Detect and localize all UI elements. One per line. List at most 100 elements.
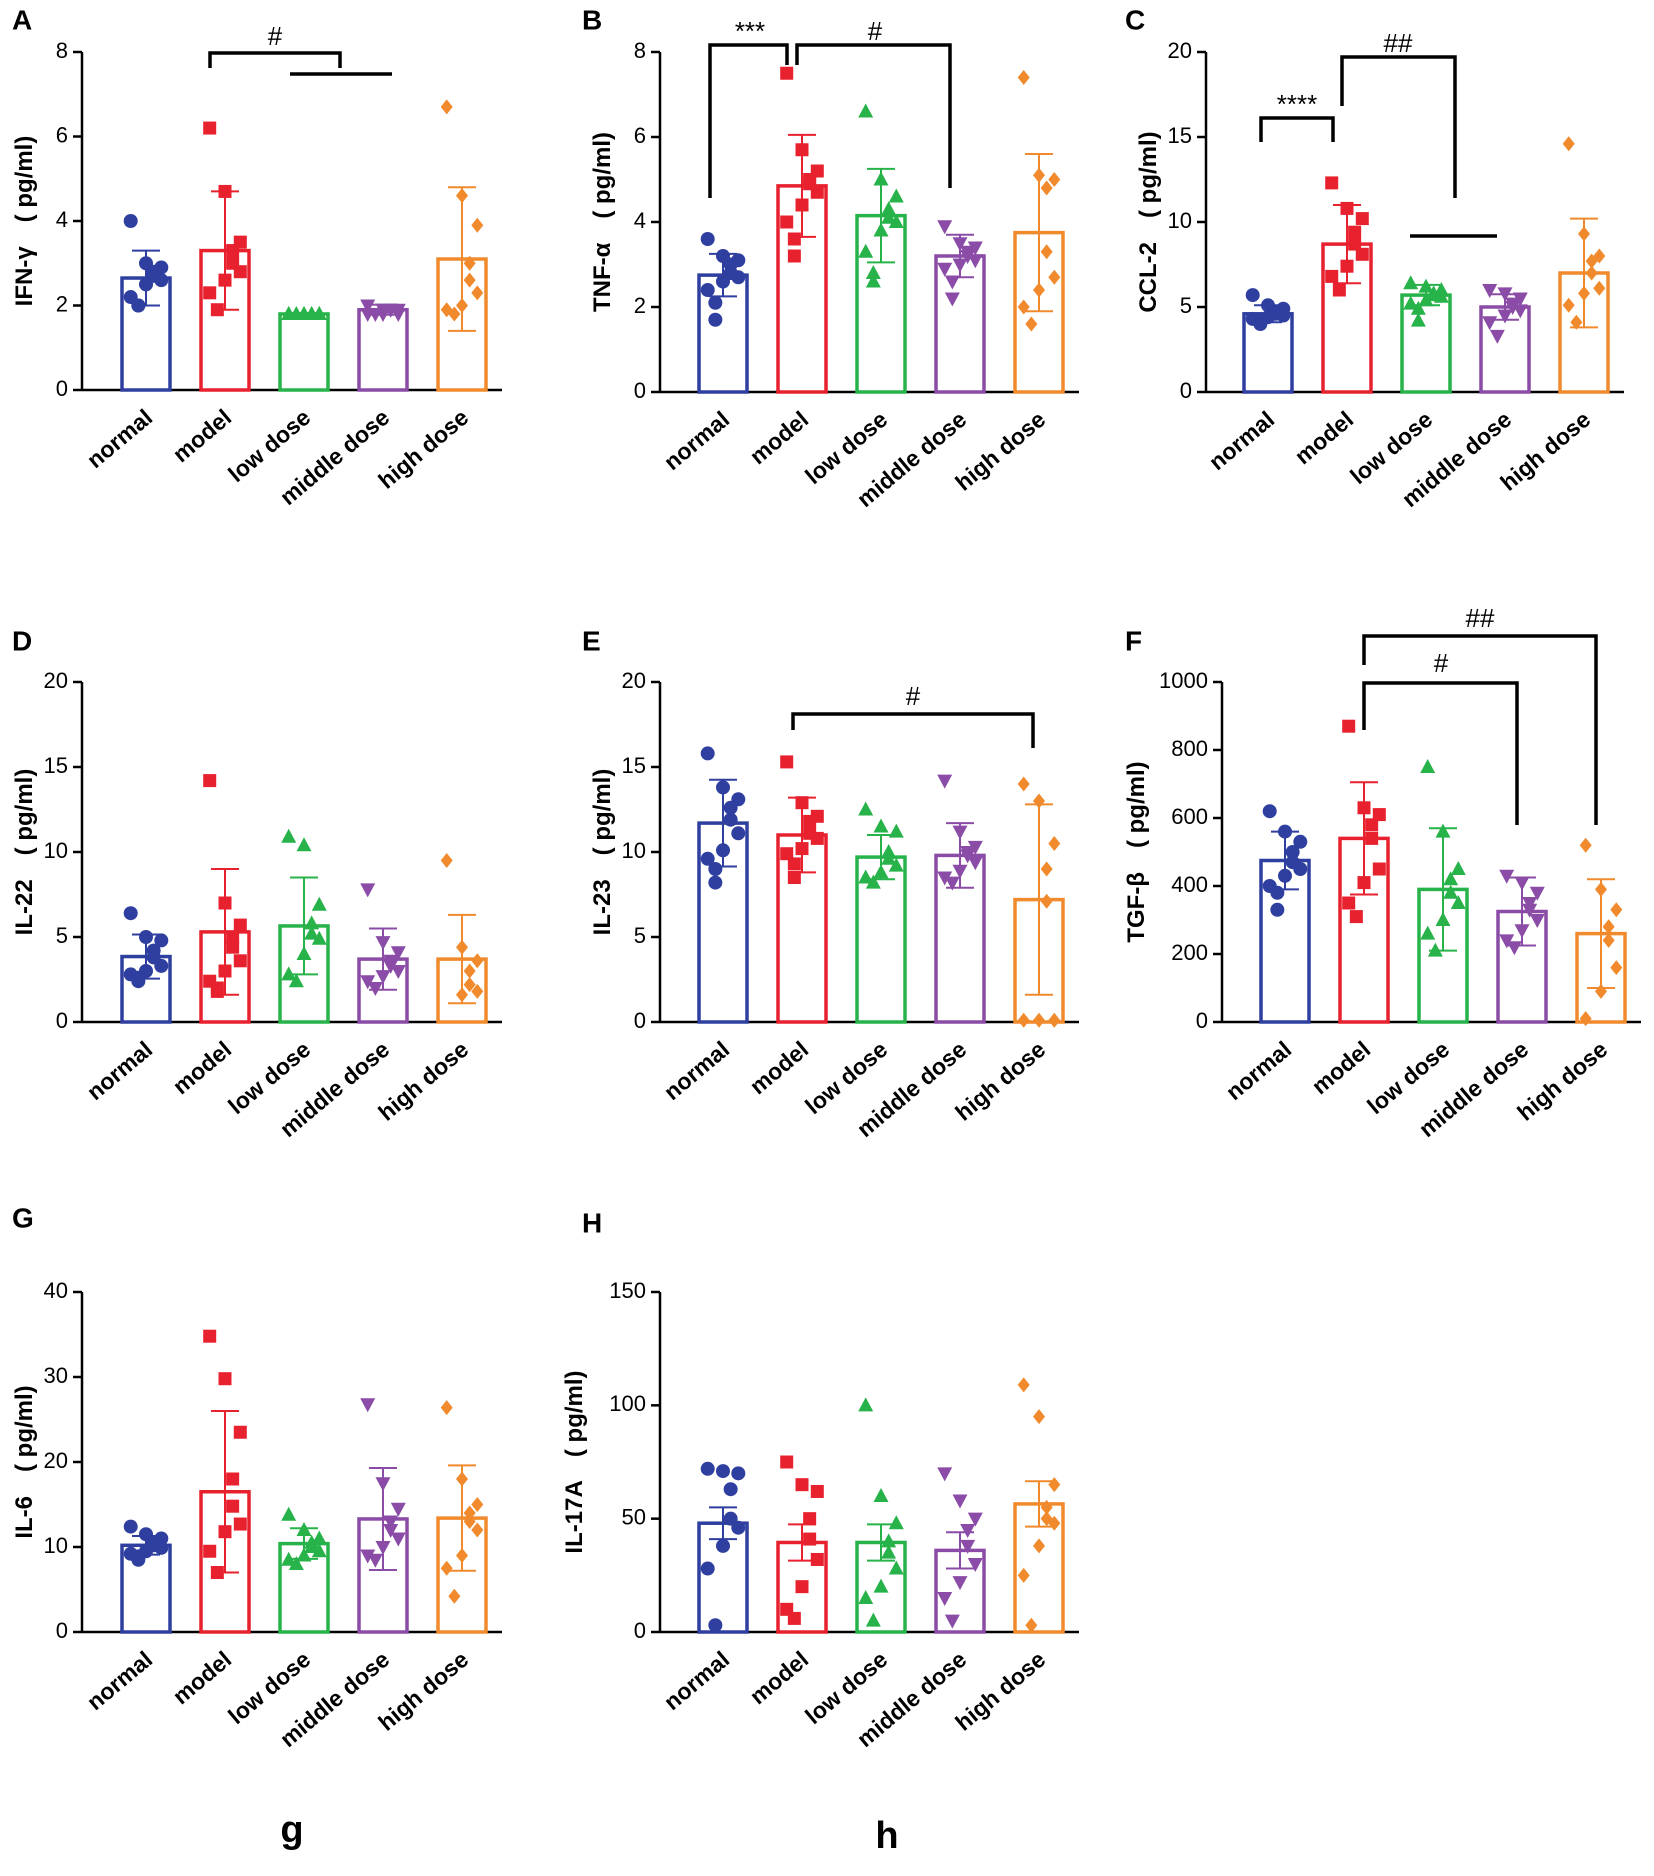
data-point xyxy=(1529,914,1545,928)
data-point xyxy=(203,774,217,788)
data-point xyxy=(700,1461,715,1476)
data-point xyxy=(448,306,461,322)
data-point xyxy=(226,940,240,954)
data-point xyxy=(1418,292,1434,307)
data-point xyxy=(1593,280,1606,296)
y-tick-label: 0 xyxy=(56,1008,68,1033)
y-tick-label: 800 xyxy=(1171,736,1208,761)
significance-label: # xyxy=(906,681,921,711)
data-point xyxy=(787,249,801,263)
data-point xyxy=(795,1580,809,1594)
data-point xyxy=(471,1497,484,1512)
data-point xyxy=(296,1522,312,1536)
data-point xyxy=(937,262,953,277)
data-point xyxy=(731,826,746,841)
data-point xyxy=(716,780,730,795)
panel-label: G xyxy=(12,1202,34,1233)
data-point xyxy=(375,970,391,985)
data-point xyxy=(952,1494,968,1509)
data-point xyxy=(795,143,809,157)
data-point xyxy=(1403,275,1419,290)
data-point xyxy=(881,1533,897,1548)
caption-g: g xyxy=(280,1809,303,1851)
y-axis-label: TGF-β ( pg/ml) xyxy=(1123,761,1150,942)
panel-label: E xyxy=(582,625,601,656)
data-point xyxy=(944,876,960,891)
data-point xyxy=(888,1560,904,1575)
data-point xyxy=(1040,244,1053,260)
data-point xyxy=(1033,1538,1045,1554)
x-tick-label: model xyxy=(1290,406,1359,469)
x-tick-label: normal xyxy=(82,404,157,473)
data-point xyxy=(390,307,406,322)
data-point xyxy=(1017,776,1030,792)
x-tick-label: model xyxy=(1307,1036,1376,1099)
data-point xyxy=(731,270,746,285)
y-tick-label: 15 xyxy=(1168,123,1192,148)
data-point xyxy=(383,303,399,318)
data-point xyxy=(873,1488,889,1502)
x-tick-label: normal xyxy=(1204,406,1279,475)
panel-label: A xyxy=(12,4,32,35)
x-tick-label: normal xyxy=(82,1646,157,1715)
data-point xyxy=(881,209,897,224)
significance-bracket xyxy=(1362,634,1598,825)
data-point xyxy=(888,188,904,203)
significance-label: ## xyxy=(1384,28,1413,58)
data-point xyxy=(123,214,138,228)
data-point xyxy=(233,954,247,968)
data-point xyxy=(1048,1477,1061,1493)
data-point xyxy=(218,273,232,287)
y-tick-label: 400 xyxy=(1171,872,1208,897)
data-point xyxy=(311,1530,327,1545)
data-point xyxy=(723,800,738,815)
data-point xyxy=(803,1532,817,1546)
y-tick-label: 10 xyxy=(622,838,646,863)
data-point xyxy=(1040,180,1053,196)
data-point xyxy=(1355,247,1369,261)
y-tick-label: 1000 xyxy=(1159,668,1208,693)
data-point xyxy=(1033,793,1045,809)
significance-bracket xyxy=(208,51,342,68)
data-point xyxy=(304,1539,320,1553)
y-tick-label: 20 xyxy=(622,668,646,693)
y-tick-label: 5 xyxy=(634,923,646,948)
significance-label: # xyxy=(268,21,283,51)
data-point xyxy=(1595,881,1607,897)
data-point xyxy=(1040,861,1053,877)
data-point xyxy=(1610,960,1623,976)
data-point xyxy=(944,275,960,290)
data-point xyxy=(1349,910,1363,924)
y-tick-label: 8 xyxy=(634,38,646,63)
data-point xyxy=(1017,70,1030,85)
data-point xyxy=(471,285,484,301)
bar-low-dose xyxy=(1400,293,1452,394)
data-point xyxy=(463,1514,476,1529)
data-point xyxy=(360,975,376,990)
data-point xyxy=(226,1499,240,1513)
data-point xyxy=(708,862,723,876)
data-point xyxy=(858,103,874,118)
data-point xyxy=(1372,862,1386,876)
data-point xyxy=(967,1512,983,1527)
data-point xyxy=(1270,902,1285,917)
data-point xyxy=(154,1540,169,1555)
y-axis-label: TNF-α ( pg/ml) xyxy=(589,132,616,312)
significance-label: ## xyxy=(1466,603,1495,633)
data-point xyxy=(1450,895,1466,909)
data-point xyxy=(471,217,484,233)
data-point xyxy=(1245,288,1260,303)
y-tick-label: 0 xyxy=(1180,378,1192,403)
data-point xyxy=(723,1482,738,1497)
bar-low-dose xyxy=(278,312,330,392)
data-point xyxy=(1262,804,1277,819)
data-point xyxy=(1514,876,1530,891)
data-point xyxy=(1512,304,1528,319)
data-point xyxy=(888,857,904,872)
data-point xyxy=(139,277,153,292)
data-point xyxy=(304,925,320,940)
data-point xyxy=(716,274,730,289)
data-point xyxy=(873,1578,889,1593)
data-point xyxy=(218,1525,232,1539)
data-point xyxy=(1435,912,1451,926)
